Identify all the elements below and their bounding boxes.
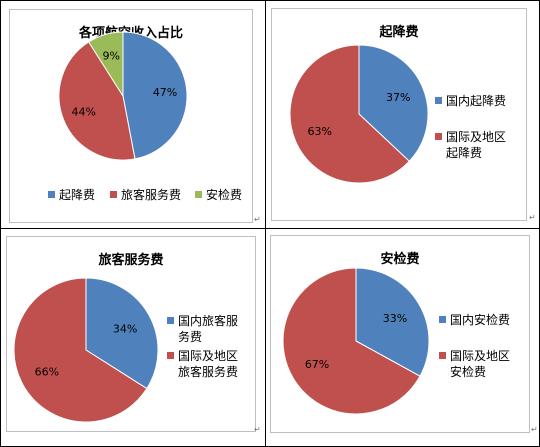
legend-entry: 安检费 (195, 187, 242, 202)
legend-label: 国际及地区 (446, 130, 506, 144)
pie-slice-1 (13, 277, 148, 423)
pie-svg: 47% 44% 9% 起降费 旅客服务费 安检费 (48, 31, 242, 202)
slice-label: 67% (305, 358, 329, 371)
slice-label: 63% (308, 125, 332, 138)
legend-swatch (167, 352, 174, 359)
legend-entry: 起降费 (48, 188, 95, 202)
slice-label: 44% (71, 106, 95, 119)
pie-slice-0 (122, 31, 188, 160)
slice-label: 66% (35, 366, 59, 379)
pie-slice-1 (289, 44, 411, 184)
chart-title: 旅客服务费 (98, 253, 164, 268)
legend-swatch (48, 191, 55, 198)
chart-security-fee: 安检费 33% 67% 国内安检费 国际及地区 安检费 (270, 235, 530, 433)
legend-label: 安检费 (450, 364, 486, 379)
pie-slice-0 (355, 267, 430, 377)
pie-slice-2 (88, 31, 124, 98)
legend-label: 国际及地区 (450, 349, 510, 363)
chart-title: 安检费 (380, 252, 420, 267)
legend-label: 国内起降费 (446, 94, 506, 108)
legend-swatch (435, 133, 442, 140)
pie-slice-0 (358, 44, 429, 162)
paragraph-mark: ↵ (529, 213, 536, 222)
legend-swatch (167, 317, 174, 324)
legend-swatch (110, 191, 117, 198)
chart-title: 起降费 (379, 25, 419, 40)
chart-passenger-fee: 旅客服务费 34% 66% 国内旅客服 务费 国际及地区 旅客服务费 (6, 236, 256, 432)
legend-label: 国内安检费 (450, 312, 510, 327)
legend-label: 起降费 (59, 188, 95, 202)
legend-label: 旅客服务费 (121, 187, 181, 202)
legend-label: 旅客服务费 (178, 364, 238, 379)
slice-label: 9% (102, 49, 119, 62)
pie-slice-1 (58, 41, 136, 161)
legend-label: 安检费 (206, 187, 242, 202)
chart-landing-fee: 起降费 37% 63% 国内起降费 国际及地区 起降费 (271, 8, 527, 221)
slice-label: 47% (153, 86, 177, 99)
legend-swatch (435, 97, 442, 104)
paragraph-mark: ↵ (254, 215, 261, 224)
slice-label: 33% (383, 312, 407, 325)
legend-entry: 国内安检费 (439, 312, 510, 327)
legend-label: 起降费 (446, 146, 482, 160)
legend-entry: 旅客服务费 (110, 187, 181, 202)
pie-slice-1 (282, 267, 421, 415)
legend-label: 国际及地区 (178, 349, 238, 363)
legend-swatch (439, 316, 446, 323)
legend-entry: 国内起降费 (435, 94, 506, 108)
slice-label: 34% (113, 322, 137, 335)
legend-swatch (439, 352, 446, 359)
slice-label: 37% (386, 91, 410, 104)
paragraph-mark: ↵ (531, 425, 538, 434)
legend-label: 国内旅客服 (178, 313, 238, 328)
legend-swatch (195, 191, 202, 198)
paragraph-mark: ↵ (254, 425, 261, 434)
legend-label: 务费 (178, 329, 202, 344)
